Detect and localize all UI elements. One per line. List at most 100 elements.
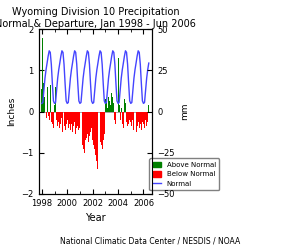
Bar <box>46 87 48 112</box>
Bar <box>143 112 144 124</box>
Bar <box>148 105 149 112</box>
Legend: Above Normal, Below Normal, Normal: Above Normal, Below Normal, Normal <box>149 158 219 190</box>
Bar <box>122 112 123 124</box>
Bar <box>55 87 56 112</box>
Bar <box>41 89 42 112</box>
Bar <box>116 112 118 118</box>
Bar <box>62 112 64 132</box>
Bar <box>50 85 51 112</box>
Bar <box>70 112 71 130</box>
Bar <box>82 112 84 149</box>
Bar <box>95 112 96 155</box>
Bar <box>114 112 116 120</box>
Bar <box>71 112 72 124</box>
Bar <box>96 112 97 161</box>
Bar <box>128 112 129 124</box>
Bar <box>57 112 58 126</box>
Bar <box>56 112 57 120</box>
Bar <box>100 112 102 145</box>
Bar <box>78 112 79 130</box>
Bar <box>86 112 87 138</box>
Bar <box>80 112 82 136</box>
Bar <box>89 112 90 136</box>
Bar <box>131 112 132 126</box>
Bar <box>118 58 119 112</box>
Bar <box>92 112 93 140</box>
Bar <box>66 112 67 124</box>
Bar <box>94 112 95 149</box>
Text: National Climatic Data Center / NESDIS / NOAA: National Climatic Data Center / NESDIS /… <box>60 237 240 245</box>
Bar <box>126 112 127 122</box>
Bar <box>51 112 52 122</box>
Bar <box>53 112 54 128</box>
Bar <box>64 112 66 130</box>
Bar <box>82 112 83 145</box>
Bar <box>146 112 147 126</box>
Bar <box>69 112 70 124</box>
Bar <box>106 103 107 112</box>
Bar <box>42 37 43 112</box>
Bar <box>91 112 92 128</box>
Bar <box>109 101 110 112</box>
Y-axis label: mm: mm <box>180 103 189 120</box>
Bar <box>88 112 89 143</box>
Bar <box>74 112 75 122</box>
Bar <box>52 112 53 124</box>
Bar <box>136 112 138 126</box>
Y-axis label: Inches: Inches <box>7 97 16 126</box>
Bar <box>120 112 121 120</box>
Bar <box>67 112 68 120</box>
X-axis label: Year: Year <box>85 213 106 223</box>
Bar <box>139 112 140 128</box>
Bar <box>125 103 126 112</box>
Bar <box>105 99 106 112</box>
Bar <box>58 112 59 122</box>
Bar <box>142 112 143 122</box>
Bar <box>61 112 62 118</box>
Bar <box>141 112 142 130</box>
Bar <box>73 112 74 126</box>
Bar <box>44 97 45 112</box>
Bar <box>87 112 88 134</box>
Bar <box>134 112 136 124</box>
Bar <box>140 112 141 124</box>
Bar <box>110 105 111 112</box>
Bar <box>112 97 113 112</box>
Bar <box>72 112 73 132</box>
Bar <box>108 97 109 112</box>
Bar <box>123 112 124 128</box>
Bar <box>145 112 146 120</box>
Bar <box>102 112 103 149</box>
Bar <box>107 108 108 112</box>
Bar <box>93 112 94 145</box>
Bar <box>49 112 50 120</box>
Title: Wyoming Division 10 Precipitation
Normal & Departure, Jan 1998 - Jun 2006: Wyoming Division 10 Precipitation Normal… <box>0 7 196 29</box>
Bar <box>129 112 130 120</box>
Bar <box>111 93 112 112</box>
Bar <box>121 108 122 112</box>
Bar <box>144 112 145 128</box>
Bar <box>68 112 69 128</box>
Bar <box>84 112 85 153</box>
Bar <box>113 103 114 112</box>
Bar <box>103 112 104 140</box>
Bar <box>90 112 91 132</box>
Bar <box>124 99 125 112</box>
Bar <box>104 112 105 134</box>
Bar <box>54 105 55 112</box>
Bar <box>85 112 86 140</box>
Bar <box>118 105 120 112</box>
Bar <box>98 112 100 147</box>
Bar <box>127 112 128 126</box>
Bar <box>48 112 49 116</box>
Bar <box>138 112 139 122</box>
Bar <box>75 112 76 134</box>
Bar <box>60 112 61 124</box>
Bar <box>130 112 131 122</box>
Bar <box>100 112 101 143</box>
Bar <box>77 112 78 126</box>
Bar <box>76 112 77 128</box>
Bar <box>147 112 148 122</box>
Bar <box>59 112 60 128</box>
Bar <box>132 112 134 120</box>
